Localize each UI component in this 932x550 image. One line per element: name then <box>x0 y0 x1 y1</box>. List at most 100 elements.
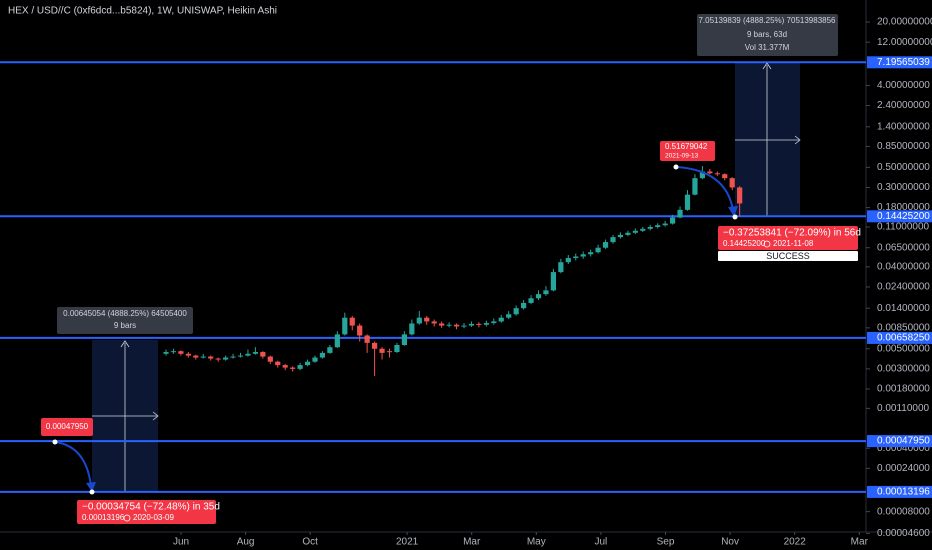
y-tick-label: 2.40000000 <box>877 100 930 111</box>
tooltip-text: Vol 31.377M <box>745 43 790 52</box>
y-tick-label: 0.00850000 <box>877 322 930 333</box>
x-tick-label: 2022 <box>784 537 807 548</box>
y-tick-label: 1.40000000 <box>877 121 930 132</box>
candle-body <box>692 178 698 195</box>
candle-body <box>409 323 415 335</box>
candle-body <box>677 209 683 218</box>
y-tick-label: 0.30000000 <box>877 182 930 193</box>
candle-body <box>543 290 549 295</box>
x-tick-label: Mar <box>851 537 869 548</box>
candle-body <box>364 335 370 343</box>
tooltip-text: 0.00645054 (4888.25%) 64505400 <box>63 309 187 318</box>
x-tick-label: Nov <box>721 537 739 548</box>
candle-body <box>446 324 452 326</box>
candle-body <box>185 353 191 356</box>
level-axis-label <box>867 485 932 498</box>
y-tick-label: 0.02400000 <box>877 282 930 293</box>
candle-body <box>498 317 504 322</box>
candle-body <box>401 334 407 345</box>
candle-body <box>684 194 691 210</box>
candle-body <box>662 223 668 226</box>
price-label <box>660 141 715 161</box>
x-tick-label: May <box>527 537 546 548</box>
clock-icon <box>763 240 771 248</box>
candle-body <box>565 258 571 263</box>
y-tick-label: 0.00180000 <box>877 384 930 395</box>
x-tick-label: Aug <box>237 537 255 548</box>
candle-body <box>424 317 430 322</box>
drop-price: 0.00013196 <box>82 513 125 522</box>
candle-body <box>513 308 519 315</box>
candle-body <box>252 352 258 354</box>
candle-body <box>550 272 556 291</box>
candle-body <box>163 352 169 354</box>
candle-body <box>573 256 579 259</box>
y-tick-label: 12.00000000 <box>877 37 932 48</box>
price-label-date: 2021-09-13 <box>665 153 699 160</box>
drop-label-text: −0.00034754 (−72.48%) in 35d <box>82 502 220 513</box>
candle-body <box>491 321 497 324</box>
candle-body <box>483 323 489 325</box>
candle-body <box>707 171 713 174</box>
x-tick-label: Jul <box>595 537 608 548</box>
drop-arrow <box>54 441 92 487</box>
candle-body <box>237 355 244 357</box>
y-tick-label: 0.85000000 <box>877 141 930 152</box>
status-text: SUCCESS <box>766 251 810 261</box>
candle-body <box>312 357 318 362</box>
x-tick-label: 2021 <box>396 537 419 548</box>
drop-label <box>718 226 858 250</box>
candle-body <box>245 353 251 356</box>
candle-body <box>334 334 340 348</box>
candle-body <box>260 352 266 357</box>
candle-body <box>319 352 326 358</box>
tooltip-text: 9 bars <box>114 321 136 330</box>
status-box <box>718 251 858 261</box>
drop-date: 2020-03-09 <box>133 513 174 522</box>
y-tick-label: 0.00110000 <box>877 403 930 414</box>
price-label <box>41 418 93 436</box>
candle-body <box>714 173 720 175</box>
candle-body <box>640 228 646 231</box>
candle-body <box>595 247 601 253</box>
candle-body <box>737 187 743 204</box>
y-tick-label: 0.06500000 <box>877 242 930 253</box>
y-tick-label: 0.11000000 <box>877 222 930 233</box>
candle-body <box>729 178 735 188</box>
candle-body <box>461 325 467 327</box>
candle-body <box>372 342 378 349</box>
candle-body <box>439 323 445 326</box>
level-label: 0.14425200 <box>877 211 930 222</box>
candle-body <box>558 262 564 273</box>
candle-body <box>230 356 236 358</box>
candle-body <box>416 317 422 324</box>
candle-body <box>528 298 534 303</box>
clock-icon <box>123 514 131 522</box>
tooltip-text: 7.05139839 (4888.25%) 70513983856 <box>698 16 836 25</box>
candle-body <box>215 358 221 360</box>
point <box>673 164 679 170</box>
point <box>89 489 95 495</box>
y-tick-label: 0.00040000 <box>877 443 930 454</box>
level-axis-label <box>867 331 932 344</box>
candle-body <box>223 357 229 360</box>
tooltip <box>697 14 838 56</box>
candle-body <box>379 348 385 353</box>
drop-arrow <box>675 166 734 211</box>
candle-body <box>267 356 273 362</box>
level-label: 7.19565039 <box>877 57 930 68</box>
candle-body <box>670 217 676 224</box>
x-tick-label: Jun <box>173 537 189 548</box>
candle-body <box>453 324 460 327</box>
y-tick-label: 0.50000000 <box>877 162 930 173</box>
level-axis-label <box>867 435 932 448</box>
candle-body <box>722 174 728 179</box>
arrow-head <box>86 482 96 492</box>
y-tick-label: 0.00500000 <box>877 343 930 354</box>
candle-body <box>647 226 653 229</box>
arrow-head <box>794 135 801 145</box>
candle-body <box>208 356 214 359</box>
candle-body <box>282 365 288 368</box>
